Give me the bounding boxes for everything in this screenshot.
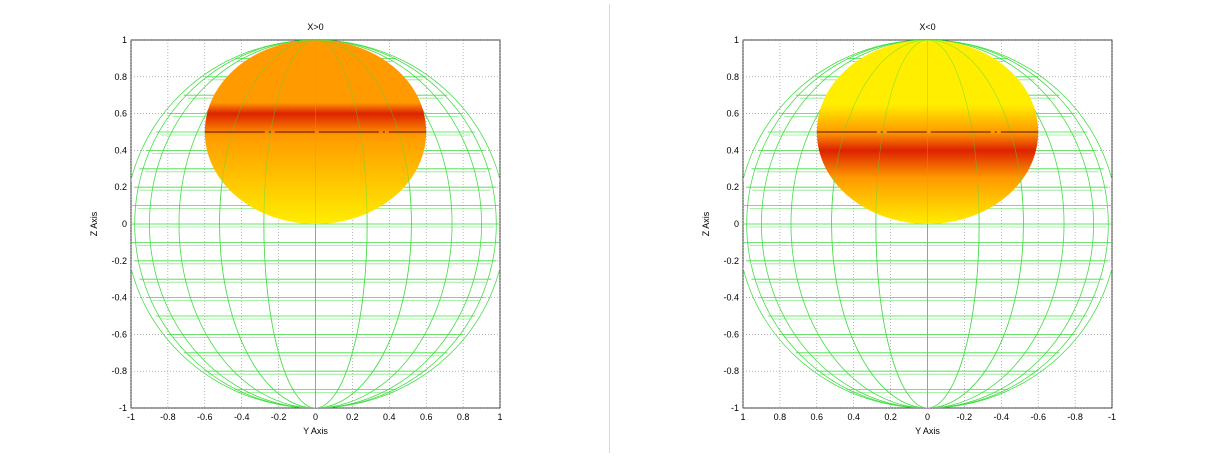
y-tick-label: -0.4	[111, 293, 127, 303]
x-tick-label: 0.6	[811, 412, 824, 422]
y-tick-label: 0.6	[114, 109, 127, 119]
x-tick-label: 1	[497, 412, 502, 422]
x-tick-label: 0	[313, 412, 318, 422]
y-tick-label: -1	[119, 403, 127, 413]
panel-divider	[609, 4, 610, 453]
y-tick-label: -0.2	[723, 256, 739, 266]
chart-panel-x-negative: 1 0.8 0.6 0.4 0.2 0 -0.2 -0.4 -0.6 -0.8 -1 1 0.8 0.6 0…	[612, 0, 1223, 457]
x-tick-label: -0.6	[197, 412, 213, 422]
y-tick-label: 0	[122, 219, 127, 229]
y-tick-label: 0.6	[726, 109, 739, 119]
wireframe-meridian	[831, 40, 1024, 408]
x-tick-label: -1	[1108, 412, 1116, 422]
y-tick-label: -0.6	[723, 329, 739, 339]
chart-x-positive: -1 -0.8 -0.6 -0.4 -0.2 0 0.2 0.4 0.6 0.8 1 1 0.8 0.6 0…	[89, 22, 503, 436]
x-tick-label: -0.2	[957, 412, 973, 422]
y-axis-label: Z Axis	[701, 211, 711, 236]
x-tick-label: 0.2	[346, 412, 359, 422]
x-tick-label: 0.2	[884, 412, 897, 422]
y-tick-label: 0.2	[726, 182, 739, 192]
x-tick-label: 0.8	[774, 412, 787, 422]
y-axis-label: Z Axis	[89, 211, 99, 236]
x-tick-label: 0.4	[383, 412, 396, 422]
x-tick-label: 0	[925, 412, 930, 422]
x-tick-label: 0.4	[847, 412, 860, 422]
x-tick-label: -0.8	[160, 412, 176, 422]
y-tick-label: 1	[122, 35, 127, 45]
y-tick-label: -0.8	[723, 366, 739, 376]
x-tick-label: 0.6	[420, 412, 433, 422]
x-tick-label: -0.8	[1067, 412, 1083, 422]
y-tick-label: 0.8	[114, 72, 127, 82]
chart-panel-x-positive: -1 -0.8 -0.6 -0.4 -0.2 0 0.2 0.4 0.6 0.8 1 1 0.8 0.6 0…	[0, 0, 611, 457]
y-tick-label: -0.2	[111, 256, 127, 266]
y-tick-label: -0.8	[111, 366, 127, 376]
y-tick-label: 0.4	[726, 145, 739, 155]
y-tick-label: 0	[734, 219, 739, 229]
y-tick-label: -0.6	[111, 329, 127, 339]
wireframe-overlay	[831, 40, 1024, 408]
x-tick-label: -0.2	[271, 412, 287, 422]
y-tick-label: -1	[731, 403, 739, 413]
y-tick-label: 0.2	[114, 182, 127, 192]
y-tick-label: 1	[734, 35, 739, 45]
y-tick-label: -0.4	[723, 293, 739, 303]
x-tick-label: 0.8	[457, 412, 470, 422]
wireframe-meridian	[219, 40, 412, 408]
chart-x-negative: 1 0.8 0.6 0.4 0.2 0 -0.2 -0.4 -0.6 -0.8 -110.80.60…	[701, 22, 1116, 436]
y-tick-label: 0.4	[114, 145, 127, 155]
y-tick-label: 0.8	[726, 72, 739, 82]
x-axis-label: Y Axis	[303, 426, 328, 436]
chart-title: X>0	[307, 22, 323, 32]
wireframe-meridian	[875, 40, 980, 408]
wireframe-overlay	[219, 40, 412, 408]
x-tick-label: 1	[740, 412, 745, 422]
x-tick-label: -0.4	[234, 412, 250, 422]
x-tick-label: -0.6	[1030, 412, 1046, 422]
x-tick-label: -1	[127, 412, 135, 422]
x-axis-label: Y Axis	[915, 426, 940, 436]
wireframe-meridian	[263, 40, 368, 408]
x-tick-label: -0.4	[994, 412, 1010, 422]
chart-title: X<0	[919, 22, 935, 32]
